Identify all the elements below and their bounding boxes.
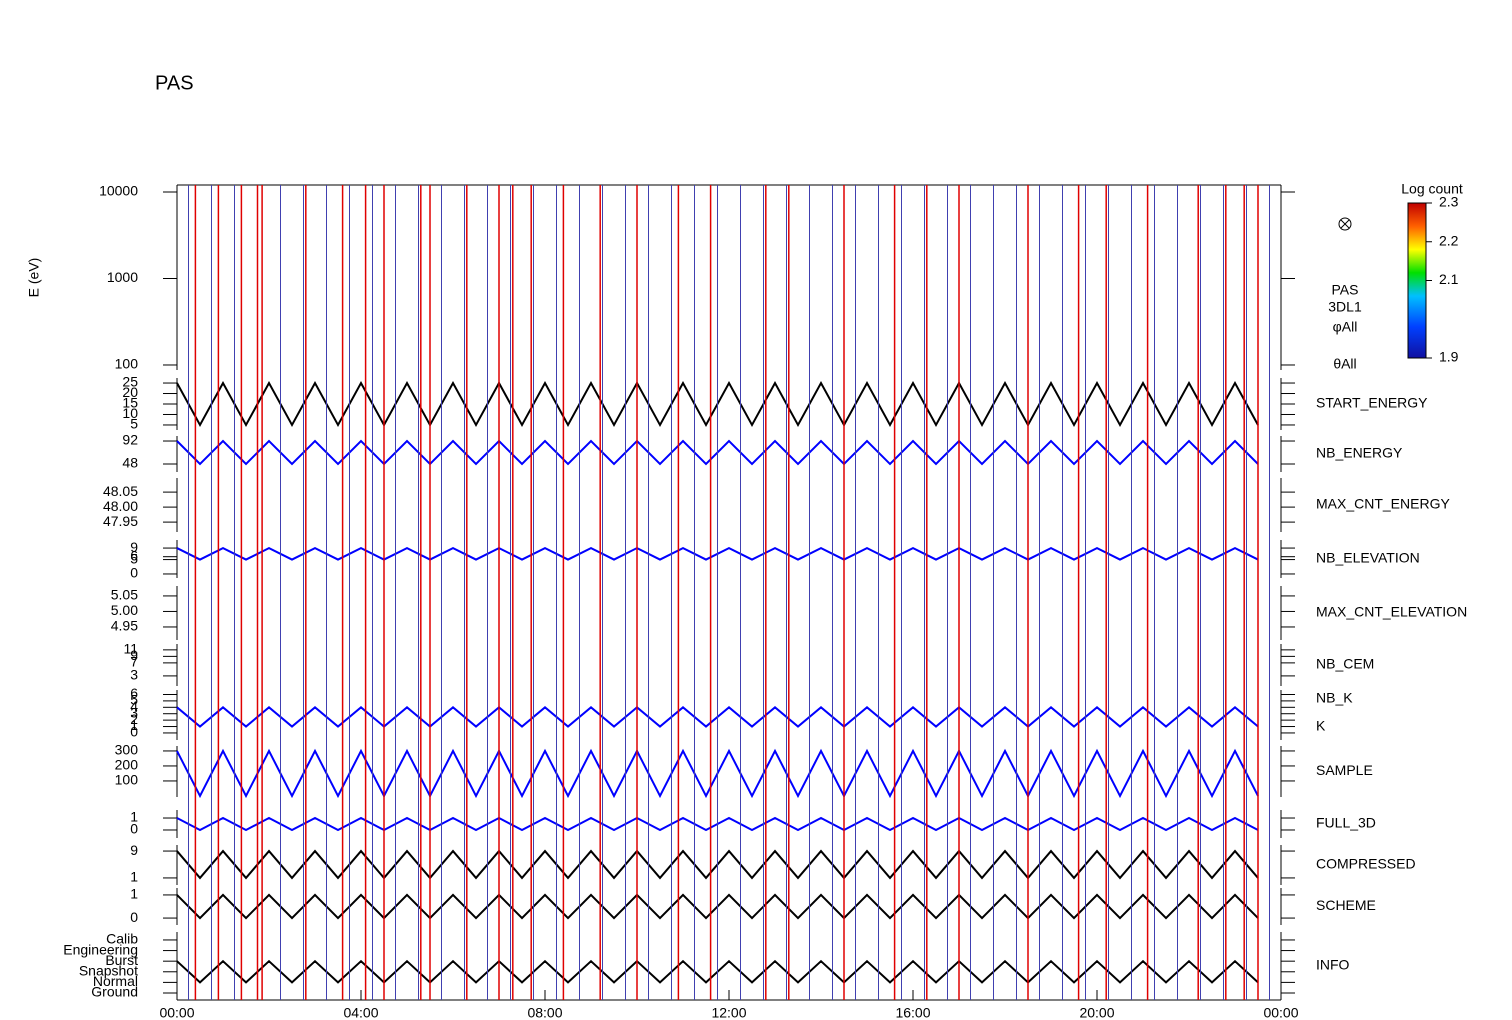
y-tick-label: 15: [122, 395, 138, 411]
y-tick-label: 1: [130, 717, 138, 733]
x-tick-label: 12:00: [711, 1005, 746, 1020]
y-tick-label: 1: [130, 886, 138, 902]
x-tick-label: 08:00: [527, 1005, 562, 1020]
y-tick-label: 0: [130, 724, 138, 740]
y-tick-label: 3: [130, 704, 138, 720]
y-tick-label: Calib: [106, 931, 138, 947]
x-tick-label: 16:00: [895, 1005, 930, 1020]
x-tick-label: 00:00: [159, 1005, 194, 1020]
panel-label: SAMPLE: [1316, 762, 1373, 778]
side-label: PAS: [1332, 282, 1359, 298]
panel-label: NB_K: [1316, 690, 1353, 706]
colorbar-tick-label: 1.9: [1439, 349, 1459, 365]
y-tick-label: 1: [130, 869, 138, 885]
x-tick-label: 04:00: [343, 1005, 378, 1020]
y-tick-label: 100: [115, 356, 139, 372]
panel-label: K: [1316, 718, 1326, 734]
panel-label: COMPRESSED: [1316, 856, 1416, 872]
side-label: φAll: [1333, 319, 1358, 335]
y-tick-label: 5.00: [111, 602, 138, 618]
colorbar-title: Log count: [1401, 181, 1463, 197]
y-tick-label: 1000: [107, 269, 138, 285]
x-tick-label: 00:00: [1263, 1005, 1298, 1020]
panel-label: INFO: [1316, 957, 1350, 973]
y-tick-label: 3: [130, 667, 138, 683]
y-tick-label: 5: [130, 692, 138, 708]
colorbar-tick-label: 2.1: [1439, 271, 1459, 287]
panel-label: FULL_3D: [1316, 815, 1376, 831]
y-tick-label: 5: [130, 550, 138, 566]
y-tick-label: Normal: [93, 973, 138, 989]
x-tick-label: 20:00: [1079, 1005, 1114, 1020]
y-tick-label: 0: [130, 565, 138, 581]
colorbar-tick-label: 2.3: [1439, 194, 1459, 210]
y-tick-label: 0: [130, 909, 138, 925]
y-tick-label: 6: [130, 547, 138, 563]
y-tick-label: 48: [122, 455, 138, 471]
y-tick-label: Ground: [91, 984, 138, 1000]
y-tick-label: 1: [130, 809, 138, 825]
y-tick-label: 47.95: [103, 513, 138, 529]
side-label: θAll: [1333, 356, 1356, 372]
y-tick-label: Burst: [105, 952, 138, 968]
colorbar: [1407, 202, 1427, 359]
y-tick-label: 7: [130, 654, 138, 670]
y-tick-label: 9: [130, 539, 138, 555]
y-tick-label: 5: [130, 416, 138, 432]
panel-label: SCHEME: [1316, 897, 1376, 913]
y-axis-label: E (eV): [26, 258, 42, 298]
chart-title: PAS: [155, 72, 194, 94]
panel-label: MAX_CNT_ELEVATION: [1316, 604, 1467, 620]
y-tick-label: 100: [115, 772, 139, 788]
colorbar-tick-label: 2.2: [1439, 232, 1459, 248]
y-tick-label: 200: [115, 757, 139, 773]
y-tick-label: 48.00: [103, 498, 138, 514]
panel-label: START_ENERGY: [1316, 395, 1428, 411]
y-tick-label: 25: [122, 374, 138, 390]
y-tick-label: 300: [115, 742, 139, 758]
y-tick-label: 0: [130, 821, 138, 837]
y-tick-label: 5.05: [111, 587, 138, 603]
y-tick-label: 92: [122, 432, 138, 448]
y-tick-label: 10000: [99, 183, 138, 199]
panel-label: NB_ELEVATION: [1316, 550, 1420, 566]
y-tick-label: 9: [130, 647, 138, 663]
y-tick-label: 4: [130, 698, 138, 714]
panel-label: NB_CEM: [1316, 656, 1374, 672]
y-tick-label: 10: [122, 405, 138, 421]
y-tick-label: 48.05: [103, 483, 138, 499]
y-tick-label: 20: [122, 384, 138, 400]
y-tick-label: Engineering: [63, 941, 138, 957]
side-label: 3DL1: [1328, 299, 1362, 315]
panel-label: MAX_CNT_ENERGY: [1316, 496, 1450, 512]
y-tick-label: 4.95: [111, 618, 138, 634]
y-tick-label: 11: [123, 641, 138, 657]
panel-label: NB_ENERGY: [1316, 445, 1403, 461]
y-tick-label: 2: [130, 711, 138, 727]
y-tick-label: Snapshot: [79, 962, 138, 978]
y-tick-label: 9: [130, 842, 138, 858]
null-symbol: [1338, 217, 1352, 231]
y-tick-label: 6: [130, 685, 138, 701]
